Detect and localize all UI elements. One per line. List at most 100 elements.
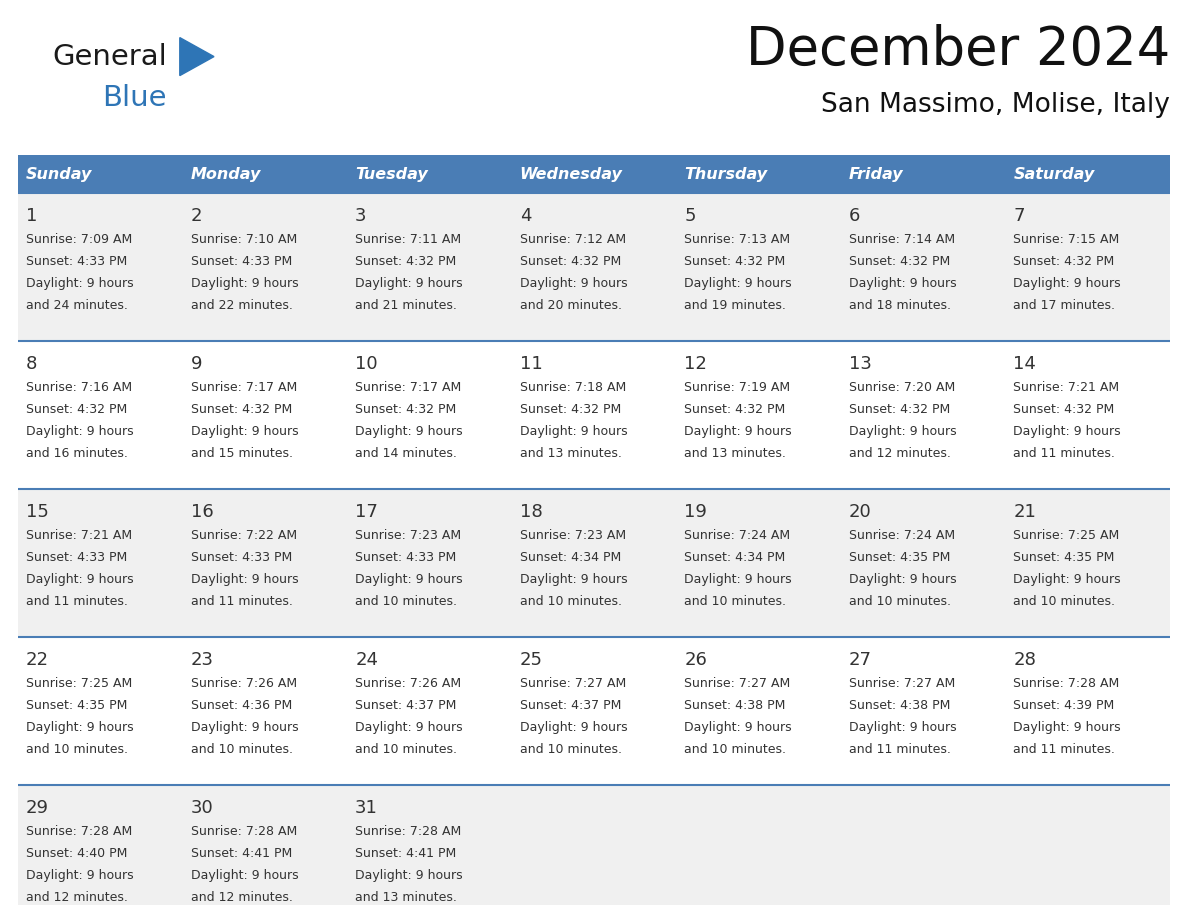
Text: Daylight: 9 hours: Daylight: 9 hours [355,277,463,290]
Text: Daylight: 9 hours: Daylight: 9 hours [1013,721,1121,734]
Text: 21: 21 [1013,503,1036,521]
Text: Sunset: 4:33 PM: Sunset: 4:33 PM [190,255,292,268]
Text: Sunset: 4:32 PM: Sunset: 4:32 PM [355,403,456,416]
Text: and 11 minutes.: and 11 minutes. [26,595,128,608]
Text: Daylight: 9 hours: Daylight: 9 hours [684,721,792,734]
Text: 1: 1 [26,207,37,225]
Text: and 11 minutes.: and 11 minutes. [1013,447,1116,460]
Text: and 12 minutes.: and 12 minutes. [849,447,950,460]
Text: Sunday: Sunday [26,166,93,182]
Text: Daylight: 9 hours: Daylight: 9 hours [355,869,463,882]
Text: 26: 26 [684,651,707,669]
Text: Sunset: 4:32 PM: Sunset: 4:32 PM [190,403,292,416]
Text: Daylight: 9 hours: Daylight: 9 hours [849,277,956,290]
Bar [18,637,1170,785]
Text: and 16 minutes.: and 16 minutes. [26,447,128,460]
Text: and 21 minutes.: and 21 minutes. [355,299,457,312]
Text: Sunset: 4:41 PM: Sunset: 4:41 PM [355,847,456,860]
Text: and 13 minutes.: and 13 minutes. [684,447,786,460]
Text: and 10 minutes.: and 10 minutes. [355,743,457,756]
Text: Daylight: 9 hours: Daylight: 9 hours [519,277,627,290]
Text: Sunrise: 7:28 AM: Sunrise: 7:28 AM [1013,677,1119,690]
Text: 12: 12 [684,355,707,373]
Text: Daylight: 9 hours: Daylight: 9 hours [519,573,627,586]
Text: and 10 minutes.: and 10 minutes. [190,743,292,756]
Text: 17: 17 [355,503,378,521]
Bar [18,193,1170,341]
Text: Sunrise: 7:27 AM: Sunrise: 7:27 AM [519,677,626,690]
Text: Sunset: 4:40 PM: Sunset: 4:40 PM [26,847,127,860]
Text: Sunset: 4:33 PM: Sunset: 4:33 PM [190,551,292,564]
Text: Sunrise: 7:21 AM: Sunrise: 7:21 AM [26,529,132,542]
Text: 9: 9 [190,355,202,373]
Text: and 10 minutes.: and 10 minutes. [26,743,128,756]
Text: and 13 minutes.: and 13 minutes. [355,891,457,904]
Text: Daylight: 9 hours: Daylight: 9 hours [684,573,792,586]
Text: Sunset: 4:34 PM: Sunset: 4:34 PM [519,551,621,564]
Text: Sunset: 4:35 PM: Sunset: 4:35 PM [26,699,127,712]
Text: Sunrise: 7:23 AM: Sunrise: 7:23 AM [355,529,461,542]
Text: Monday: Monday [190,166,261,182]
Text: Sunrise: 7:20 AM: Sunrise: 7:20 AM [849,381,955,394]
Text: 13: 13 [849,355,872,373]
Text: Sunset: 4:35 PM: Sunset: 4:35 PM [1013,551,1114,564]
Text: Sunset: 4:32 PM: Sunset: 4:32 PM [684,403,785,416]
Bar [347,155,512,193]
Text: Daylight: 9 hours: Daylight: 9 hours [26,721,133,734]
Bar [18,155,183,193]
Text: Daylight: 9 hours: Daylight: 9 hours [190,869,298,882]
Text: Sunrise: 7:22 AM: Sunrise: 7:22 AM [190,529,297,542]
Text: and 24 minutes.: and 24 minutes. [26,299,128,312]
Text: Sunset: 4:35 PM: Sunset: 4:35 PM [849,551,950,564]
Text: Sunset: 4:34 PM: Sunset: 4:34 PM [684,551,785,564]
Text: Sunset: 4:32 PM: Sunset: 4:32 PM [26,403,127,416]
Text: Daylight: 9 hours: Daylight: 9 hours [849,721,956,734]
Text: and 10 minutes.: and 10 minutes. [684,743,786,756]
Text: and 10 minutes.: and 10 minutes. [519,595,621,608]
Text: 4: 4 [519,207,531,225]
Text: and 11 minutes.: and 11 minutes. [190,595,292,608]
Bar [676,155,841,193]
Text: Daylight: 9 hours: Daylight: 9 hours [1013,425,1121,438]
Text: Sunset: 4:39 PM: Sunset: 4:39 PM [1013,699,1114,712]
Text: Sunrise: 7:14 AM: Sunrise: 7:14 AM [849,233,955,246]
Text: Thursday: Thursday [684,166,767,182]
Text: Sunrise: 7:17 AM: Sunrise: 7:17 AM [355,381,461,394]
Text: Daylight: 9 hours: Daylight: 9 hours [849,573,956,586]
Text: 8: 8 [26,355,37,373]
Text: Daylight: 9 hours: Daylight: 9 hours [355,573,463,586]
Text: Sunrise: 7:12 AM: Sunrise: 7:12 AM [519,233,626,246]
Text: Sunset: 4:32 PM: Sunset: 4:32 PM [849,255,950,268]
Text: Sunset: 4:37 PM: Sunset: 4:37 PM [355,699,456,712]
Text: 29: 29 [26,799,49,817]
Text: and 10 minutes.: and 10 minutes. [1013,595,1116,608]
Text: and 11 minutes.: and 11 minutes. [1013,743,1116,756]
Text: Daylight: 9 hours: Daylight: 9 hours [684,425,792,438]
Text: Sunrise: 7:16 AM: Sunrise: 7:16 AM [26,381,132,394]
Text: Sunset: 4:32 PM: Sunset: 4:32 PM [849,403,950,416]
Text: and 12 minutes.: and 12 minutes. [190,891,292,904]
Text: and 10 minutes.: and 10 minutes. [684,595,786,608]
Text: and 11 minutes.: and 11 minutes. [849,743,950,756]
Text: and 12 minutes.: and 12 minutes. [26,891,128,904]
Text: Sunset: 4:36 PM: Sunset: 4:36 PM [190,699,292,712]
Text: Sunrise: 7:27 AM: Sunrise: 7:27 AM [849,677,955,690]
Text: 19: 19 [684,503,707,521]
Text: and 19 minutes.: and 19 minutes. [684,299,786,312]
Text: Daylight: 9 hours: Daylight: 9 hours [1013,277,1121,290]
Bar [1005,155,1170,193]
Text: Blue: Blue [102,84,166,112]
Text: and 15 minutes.: and 15 minutes. [190,447,292,460]
Text: and 10 minutes.: and 10 minutes. [519,743,621,756]
Text: Saturday: Saturday [1013,166,1094,182]
Text: Sunset: 4:38 PM: Sunset: 4:38 PM [684,699,785,712]
Text: 15: 15 [26,503,49,521]
Text: Sunset: 4:32 PM: Sunset: 4:32 PM [1013,255,1114,268]
Text: Sunrise: 7:28 AM: Sunrise: 7:28 AM [190,825,297,838]
Text: Sunrise: 7:27 AM: Sunrise: 7:27 AM [684,677,790,690]
Text: and 13 minutes.: and 13 minutes. [519,447,621,460]
Text: Sunrise: 7:26 AM: Sunrise: 7:26 AM [190,677,297,690]
Bar [18,785,1170,918]
Text: Wednesday: Wednesday [519,166,623,182]
Text: 25: 25 [519,651,543,669]
